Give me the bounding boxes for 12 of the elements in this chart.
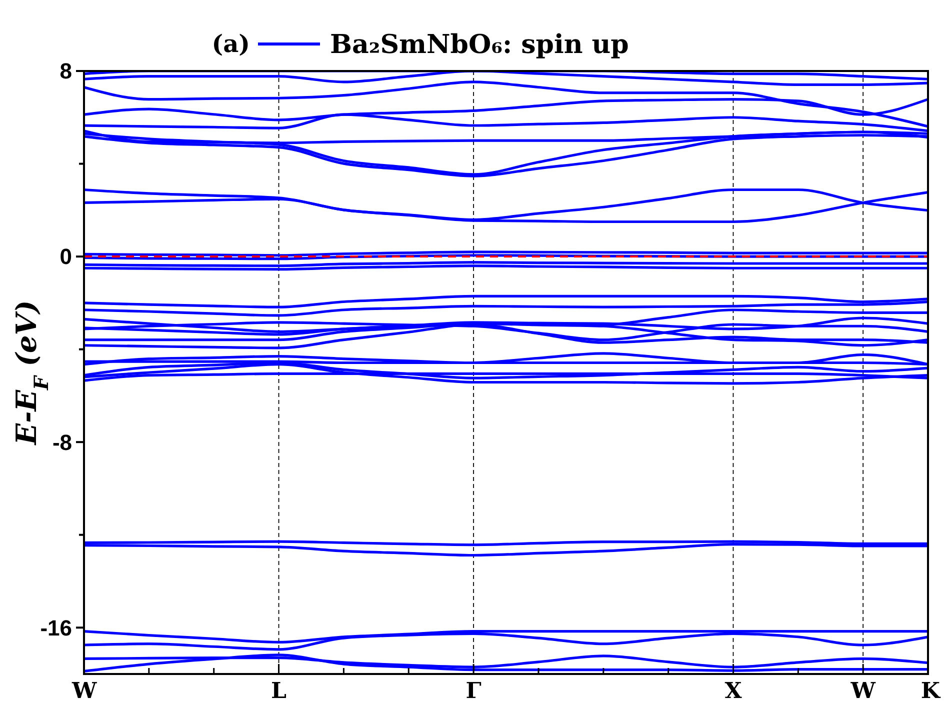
x-tick-label: W (71, 678, 97, 704)
x-tick-label: L (271, 678, 287, 704)
legend-label: Ba₂SmNbO₆: spin up (330, 30, 629, 60)
x-tick-label: Γ (466, 678, 482, 704)
y-tick-label: -8 (52, 430, 72, 455)
chart-title: (a) (212, 29, 250, 58)
x-tick-label: W (850, 678, 876, 704)
y-tick-label: 8 (60, 58, 72, 84)
x-tick-label: K (920, 678, 941, 704)
y-tick-label: -16 (40, 615, 72, 640)
x-tick-label: X (724, 678, 743, 704)
y-tick-label: 0 (60, 244, 72, 270)
